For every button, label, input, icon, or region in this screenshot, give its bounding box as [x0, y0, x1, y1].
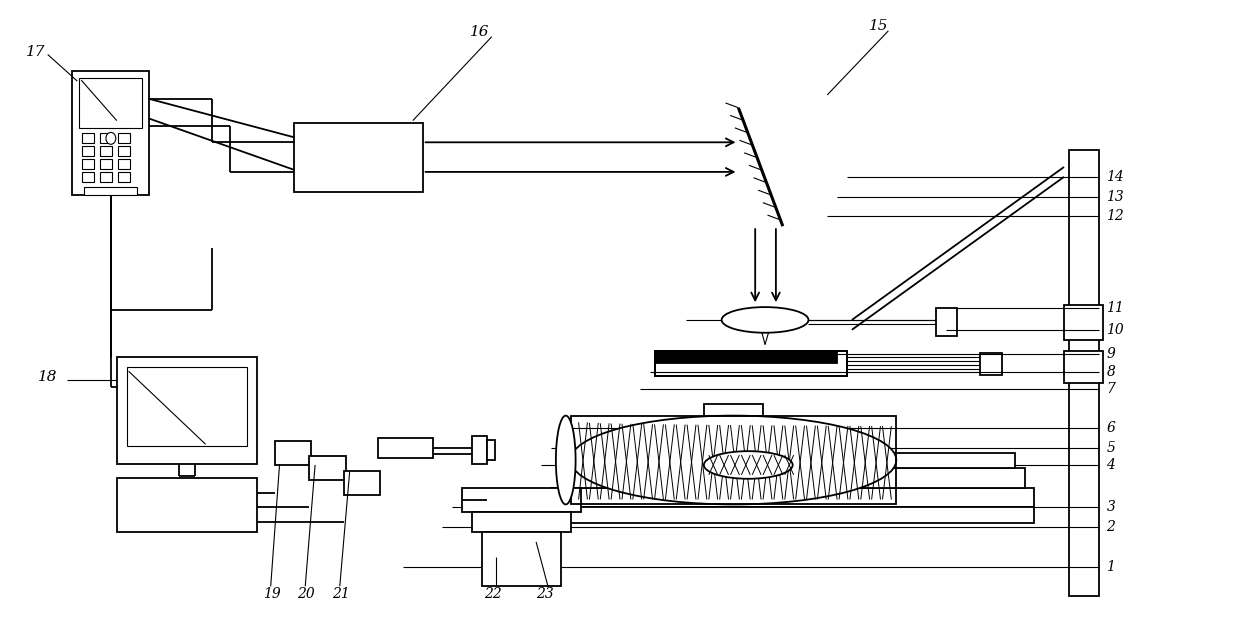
Text: 20: 20: [298, 587, 315, 601]
Bar: [472, 436, 487, 464]
Bar: [655, 352, 847, 376]
Text: 3: 3: [1106, 501, 1115, 514]
Text: 14: 14: [1106, 170, 1125, 184]
Text: 22: 22: [484, 587, 502, 601]
Bar: [72, 71, 149, 195]
Ellipse shape: [570, 416, 897, 504]
Bar: [82, 146, 94, 156]
Text: 11: 11: [1106, 301, 1125, 315]
Bar: [487, 440, 495, 460]
Bar: [309, 456, 346, 480]
Bar: [378, 438, 433, 458]
Text: 13: 13: [1106, 190, 1125, 203]
Text: 12: 12: [1106, 209, 1125, 224]
Bar: [126, 367, 247, 447]
Bar: [463, 488, 580, 512]
Text: 15: 15: [869, 19, 888, 33]
Ellipse shape: [704, 451, 792, 479]
Text: 9: 9: [1106, 347, 1115, 362]
Bar: [655, 352, 837, 364]
Text: 10: 10: [1106, 323, 1125, 337]
Ellipse shape: [556, 416, 575, 504]
Text: 21: 21: [332, 587, 350, 601]
Bar: [79, 78, 143, 127]
Text: 4: 4: [1106, 458, 1115, 472]
Text: 2: 2: [1106, 520, 1115, 534]
Bar: [1064, 352, 1104, 383]
Bar: [343, 471, 381, 495]
Bar: [294, 122, 423, 192]
Text: 17: 17: [26, 45, 46, 58]
Bar: [704, 404, 763, 416]
Bar: [936, 308, 957, 336]
Text: 23: 23: [536, 587, 554, 601]
Text: 1: 1: [1106, 560, 1115, 573]
Bar: [100, 172, 112, 181]
Bar: [482, 532, 560, 587]
Bar: [655, 352, 847, 376]
Bar: [472, 512, 570, 532]
Bar: [274, 441, 311, 465]
Bar: [84, 187, 138, 195]
Bar: [560, 468, 1024, 488]
Bar: [100, 159, 112, 169]
Text: 5: 5: [1106, 441, 1115, 455]
Bar: [118, 172, 130, 181]
Bar: [118, 159, 130, 169]
Bar: [82, 159, 94, 169]
Ellipse shape: [105, 133, 115, 144]
Bar: [570, 416, 897, 504]
Bar: [570, 453, 1014, 468]
Bar: [117, 357, 257, 464]
Text: 18: 18: [38, 370, 57, 384]
Text: 16: 16: [470, 24, 490, 39]
Text: 8: 8: [1106, 365, 1115, 379]
Text: 19: 19: [263, 587, 280, 601]
Text: 6: 6: [1106, 421, 1115, 435]
Bar: [100, 133, 112, 143]
Bar: [1064, 305, 1104, 340]
Bar: [100, 146, 112, 156]
Bar: [1069, 150, 1099, 596]
Bar: [117, 478, 257, 532]
Ellipse shape: [722, 307, 808, 333]
Bar: [82, 133, 94, 143]
Bar: [980, 354, 1002, 375]
Text: 7: 7: [1106, 382, 1115, 396]
Bar: [118, 146, 130, 156]
Bar: [551, 488, 1034, 507]
Bar: [118, 133, 130, 143]
Bar: [551, 507, 1034, 523]
Bar: [82, 172, 94, 181]
